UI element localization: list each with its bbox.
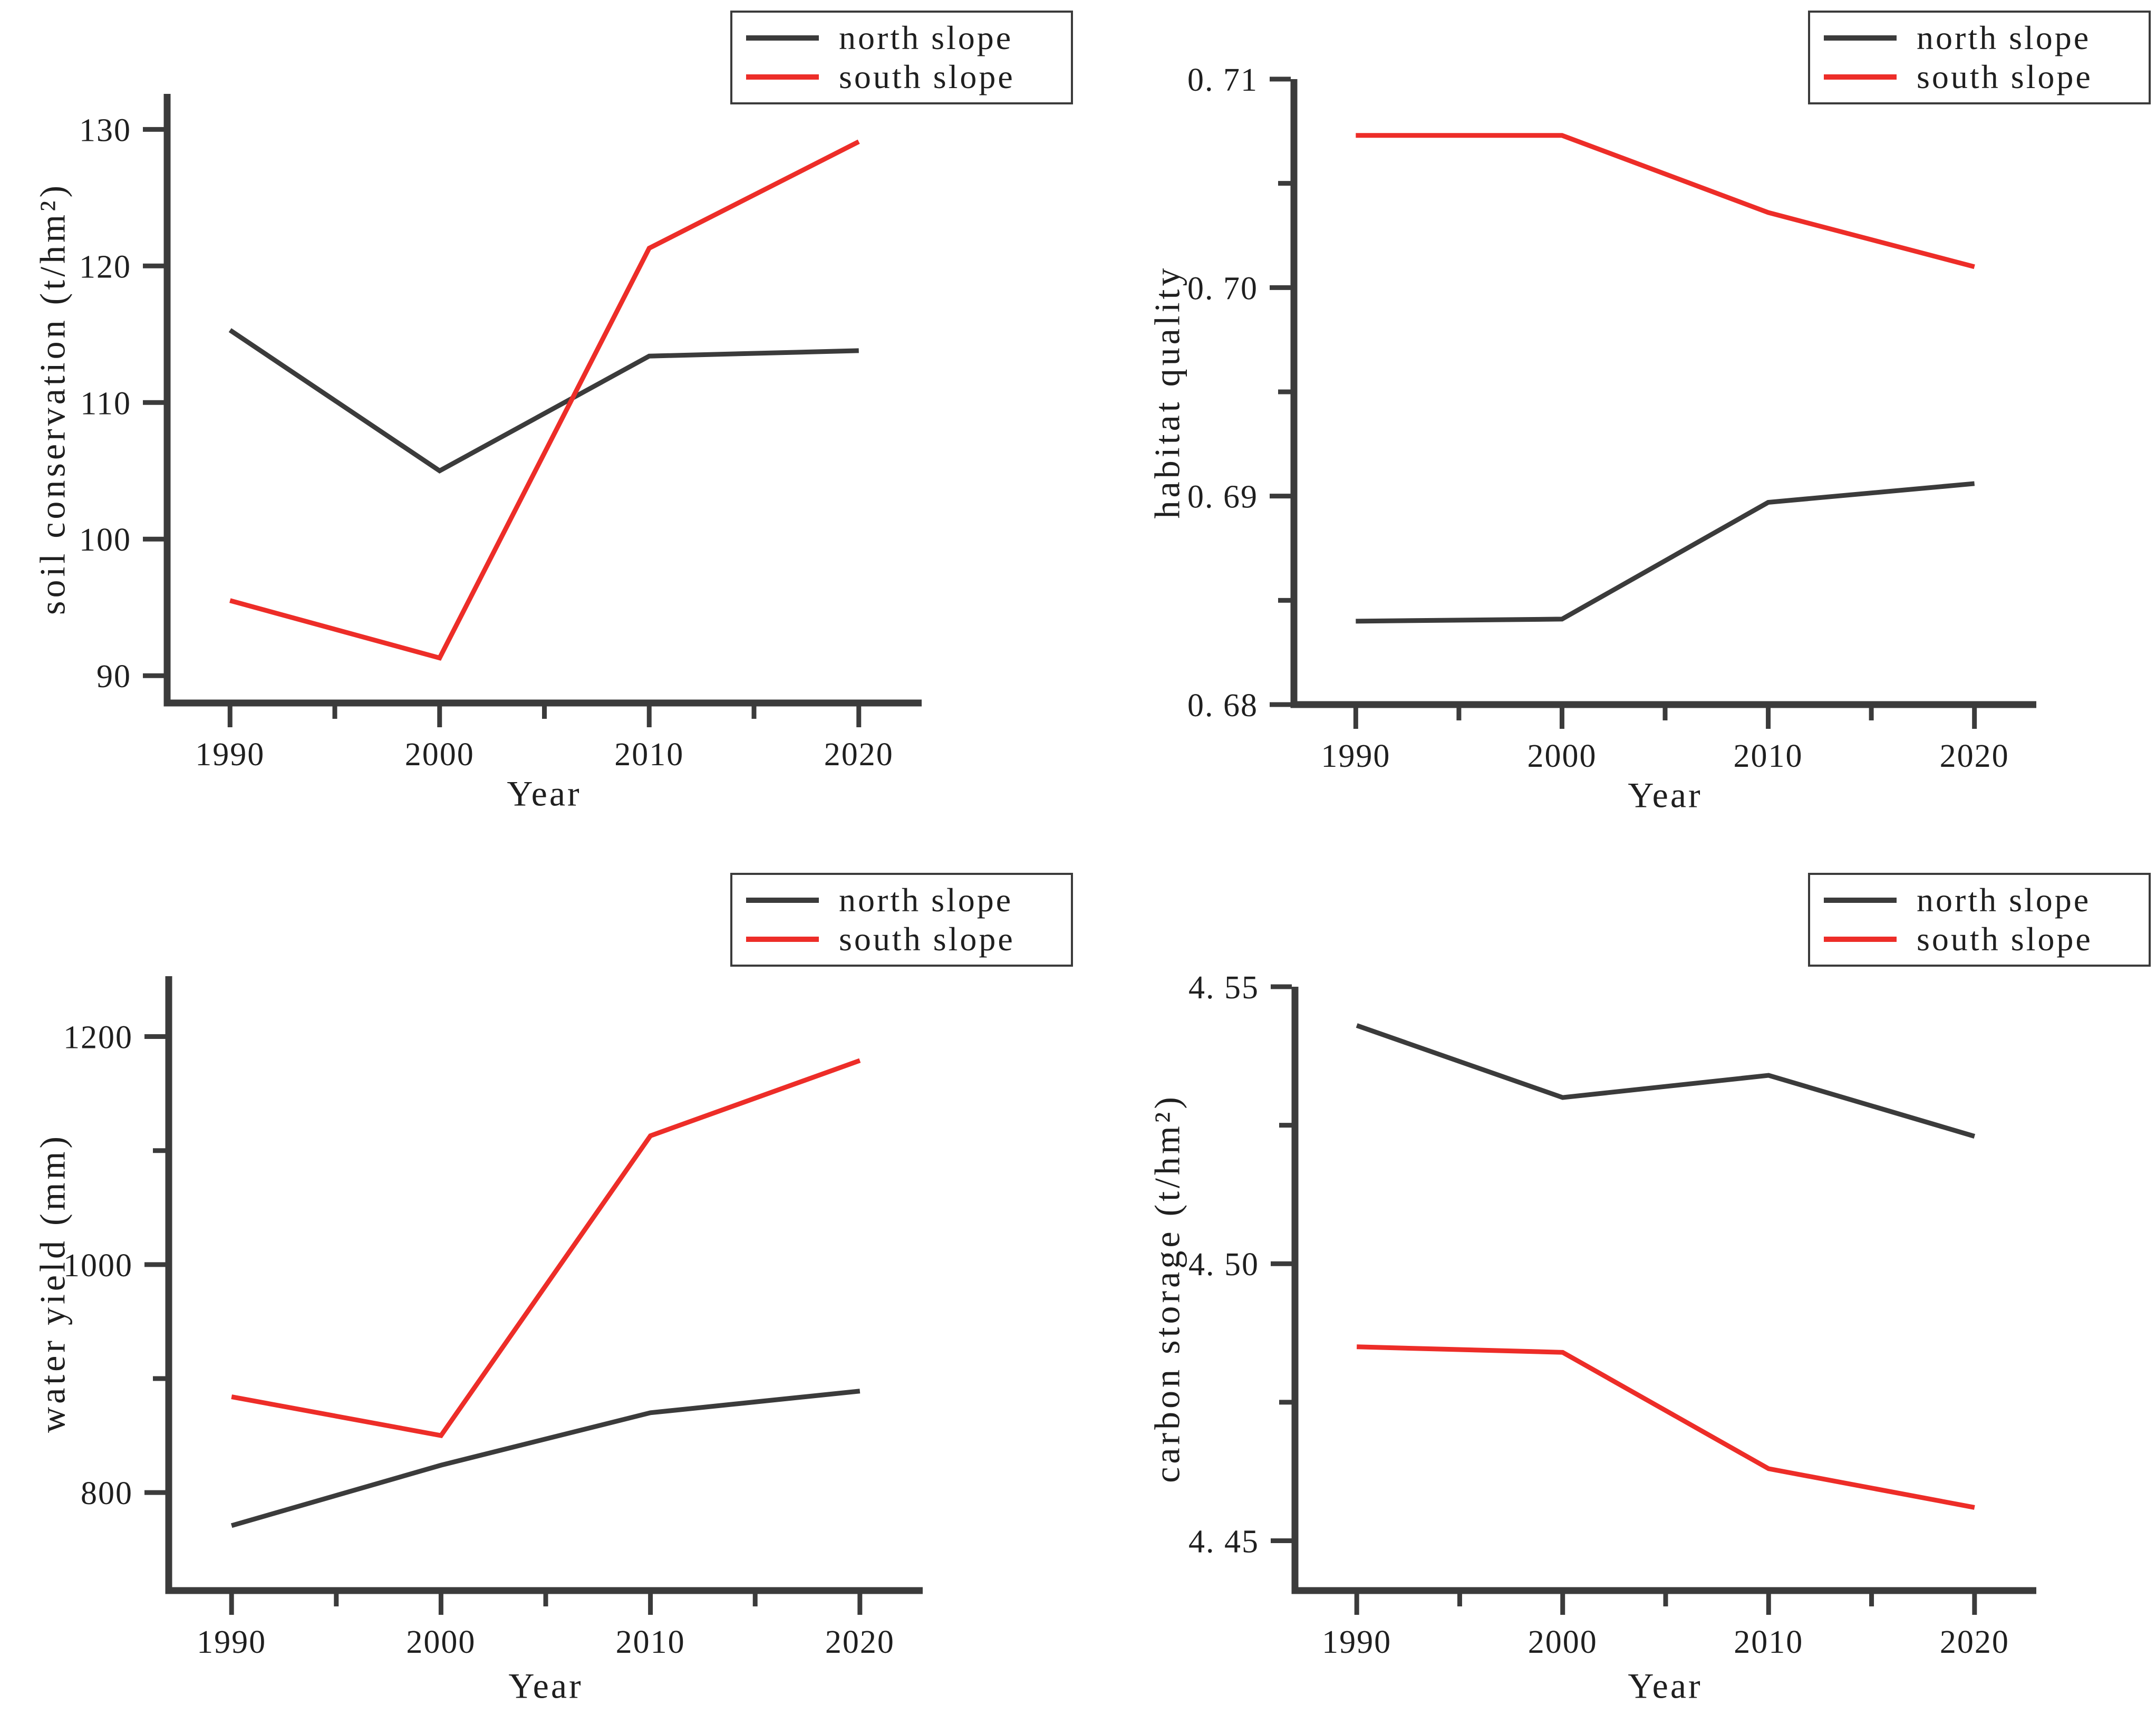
x-tick-label: 2020 — [1940, 1624, 2009, 1660]
legend-item-north: north slope — [1824, 883, 2139, 917]
legend-item-north: north slope — [746, 21, 1061, 55]
y-tick-label: 110 — [80, 386, 131, 421]
north-slope-line-swatch — [746, 35, 819, 41]
y-axis-label: carbon storage (t/hm²) — [1147, 1094, 1187, 1483]
chart-soil-conservation: 1990 2000 2010 2020 90 100 110 120 130 soil cons… — [0, 0, 1078, 862]
x-axis-label: Year — [507, 773, 582, 814]
y-axis-label: habitat quality — [1147, 265, 1187, 519]
x-tick-label: 1990 — [1321, 738, 1390, 774]
x-tick-label: 2000 — [406, 1624, 476, 1660]
y-tick-label: 4. 55 — [1188, 970, 1259, 1006]
legend-label: north slope — [1917, 19, 2091, 56]
x-tick-label: 2000 — [1527, 738, 1597, 774]
y-tick-label: 0. 70 — [1187, 271, 1258, 306]
legend: north slope south slope — [730, 873, 1073, 967]
legend-item-north: north slope — [1824, 21, 2139, 55]
carbon-storage-plot: 1990 2000 2010 2020 4. 45 4. 50 4. 55 — [1188, 970, 2036, 1660]
x-tick-label: 2020 — [825, 1624, 895, 1660]
chart-habitat-quality: 1990 2000 2010 2020 0. 68 0. 69 0. 70 0. 71 hab… — [1078, 0, 2156, 862]
legend-label: south slope — [839, 58, 1015, 95]
x-axis-label: Year — [1628, 775, 1703, 815]
legend: north slope south slope — [1808, 11, 2151, 104]
south-slope-line — [231, 1058, 861, 1439]
north-slope-line-swatch — [1824, 898, 1897, 903]
y-tick-label: 120 — [79, 249, 131, 285]
north-slope-line-swatch — [1824, 35, 1897, 41]
y-tick-label: 800 — [81, 1476, 133, 1511]
legend-label: north slope — [1917, 881, 2091, 919]
south-slope-line-swatch — [1824, 74, 1897, 80]
soil-conservation-plot: 1990 2000 2010 2020 90 100 110 120 130 — [79, 94, 922, 773]
y-axis-label: water yield (mm) — [32, 1133, 73, 1433]
y-tick-label: 130 — [79, 112, 131, 148]
north-slope-line — [230, 1389, 861, 1528]
y-tick-label: 1000 — [63, 1248, 133, 1284]
x-tick-label: 2000 — [405, 737, 475, 773]
south-slope-line-swatch — [746, 937, 819, 942]
south-slope-line — [1357, 1344, 1975, 1510]
south-slope-line — [229, 139, 860, 661]
legend: north slope south slope — [730, 11, 1073, 104]
legend-label: north slope — [839, 19, 1013, 56]
habitat-quality-plot: 1990 2000 2010 2020 0. 68 0. 69 0. 70 0. 71 — [1187, 62, 2036, 774]
north-slope-line — [228, 328, 859, 474]
x-tick-label: 1990 — [195, 737, 265, 773]
x-tick-label: 1990 — [197, 1624, 266, 1660]
x-tick-label: 2020 — [824, 737, 894, 773]
south-slope-line-swatch — [1824, 937, 1897, 942]
legend-item-south: south slope — [1824, 922, 2139, 956]
y-tick-label: 4. 45 — [1188, 1524, 1259, 1559]
south-slope-line — [1356, 133, 1975, 269]
x-axis-label: Year — [1628, 1665, 1703, 1706]
legend: north slope south slope — [1808, 873, 2151, 967]
x-tick-label: 2000 — [1528, 1624, 1598, 1660]
y-tick-label: 4. 50 — [1188, 1247, 1259, 1283]
water-yield-plot: 1990 2000 2010 2020 800 1000 1200 — [63, 976, 923, 1660]
north-slope-line — [1356, 481, 1975, 624]
legend-item-south: south slope — [746, 60, 1061, 94]
legend-item-south: south slope — [1824, 60, 2139, 94]
legend-item-south: south slope — [746, 922, 1061, 956]
chart-water-yield: 1990 2000 2010 2020 800 1000 1200 water yield … — [0, 862, 1078, 1724]
north-slope-line-swatch — [746, 898, 819, 903]
y-tick-label: 90 — [96, 659, 131, 695]
y-tick-label: 0. 69 — [1187, 479, 1258, 515]
y-axis-label: soil conservation (t/hm²) — [32, 182, 73, 615]
legend-label: south slope — [1917, 58, 2093, 95]
x-tick-label: 2010 — [616, 1624, 685, 1660]
legend-label: south slope — [839, 920, 1015, 958]
y-tick-label: 0. 71 — [1187, 62, 1258, 98]
legend-item-north: north slope — [746, 883, 1061, 917]
x-tick-label: 1990 — [1322, 1624, 1391, 1660]
south-slope-line-swatch — [746, 74, 819, 80]
y-tick-label: 1200 — [63, 1020, 133, 1056]
x-tick-label: 2010 — [614, 737, 684, 773]
legend-label: north slope — [839, 881, 1013, 919]
x-tick-label: 2020 — [1940, 738, 2009, 774]
chart-carbon-storage: 1990 2000 2010 2020 4. 45 4. 50 4. 55 carbon s… — [1078, 862, 2156, 1724]
y-tick-label: 100 — [79, 522, 131, 558]
x-tick-label: 2010 — [1734, 1624, 1803, 1660]
y-tick-label: 0. 68 — [1187, 688, 1258, 724]
x-tick-label: 2010 — [1734, 738, 1803, 774]
legend-label: south slope — [1917, 920, 2093, 958]
north-slope-line — [1356, 1023, 1976, 1139]
x-axis-label: Year — [508, 1665, 583, 1706]
